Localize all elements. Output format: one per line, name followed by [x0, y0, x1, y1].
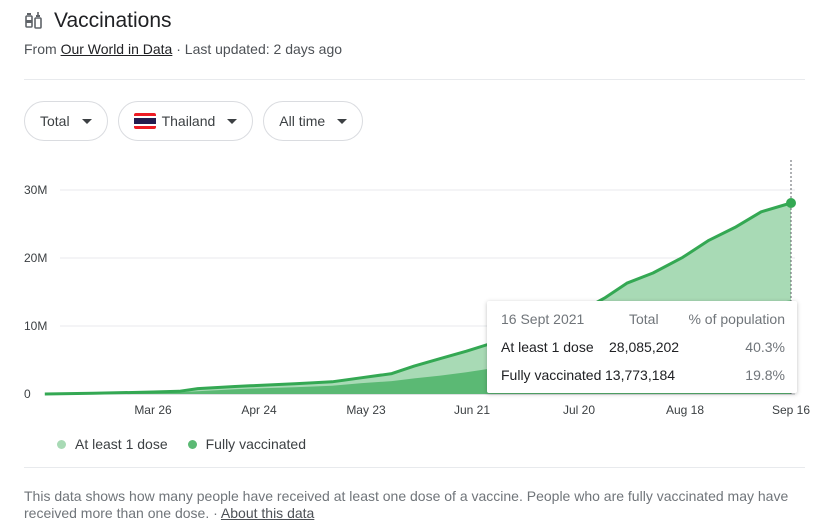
country-dropdown-label: Thailand [161, 113, 216, 129]
vaccine-icon [25, 12, 42, 29]
y-tick-label: 30M [24, 183, 47, 197]
source-link[interactable]: Our World in Data [60, 41, 173, 57]
source-line: From Our World in Data · Last updated: 2… [24, 41, 342, 57]
series-line-at-least-one-dose [44, 201, 792, 396]
x-tick-label: Sep 16 [772, 403, 810, 417]
title-row: Vaccinations [24, 8, 172, 34]
footnote-text: This data shows how many people have rec… [24, 488, 789, 521]
tooltip-row: At least 1 dose 28,085,202 40.3% [501, 339, 785, 359]
range-dropdown[interactable]: All time [263, 101, 364, 141]
metric-dropdown[interactable]: Total [24, 101, 108, 141]
legend-dot-icon [57, 439, 66, 449]
chevron-down-icon [227, 118, 238, 124]
tooltip-col-pct: % of population [688, 311, 785, 327]
header: Vaccinations [24, 8, 172, 34]
footer-divider [24, 467, 805, 468]
x-tick-label: Mar 26 [134, 403, 172, 417]
legend-dot-icon [187, 439, 197, 449]
header-divider [24, 79, 805, 80]
y-tick-label: 10M [24, 319, 47, 333]
tooltip-date: 16 Sept 2021 [501, 311, 585, 327]
y-tick-label: 0 [24, 387, 31, 401]
footnote-separator: · [213, 505, 218, 521]
thailand-flag-icon [133, 113, 156, 129]
tooltip-row-total: 28,085,202 [609, 339, 680, 355]
tooltip-row-pct: 40.3% [745, 339, 785, 355]
country-dropdown[interactable]: Thailand [117, 101, 254, 141]
page-title: Vaccinations [54, 9, 172, 32]
chevron-down-icon [81, 118, 92, 124]
about-data-link[interactable]: About this data [220, 505, 315, 521]
tooltip-row-label: At least 1 dose [501, 339, 594, 355]
tooltip-row-total: 13,773,184 [605, 367, 676, 383]
source-prefix: From [24, 41, 57, 57]
hover-point [786, 198, 796, 209]
footnote: This data shows how many people have rec… [24, 488, 814, 522]
tooltip-row: Fully vaccinated 13,773,184 19.8% [501, 367, 785, 387]
legend-label: Fully vaccinated [205, 436, 307, 452]
last-updated: · Last updated: 2 days ago [176, 41, 343, 57]
filter-bar: Total Thailand All time [24, 101, 364, 141]
y-tick-label: 20M [24, 251, 47, 265]
tooltip-row-pct: 19.8% [745, 367, 785, 383]
tooltip-col-total: Total [629, 311, 659, 327]
chart-tooltip: 16 Sept 2021 Total % of population At le… [487, 301, 797, 393]
x-tick-label: Jun 21 [454, 403, 490, 417]
x-tick-label: Apr 24 [241, 403, 277, 417]
x-tick-label: Aug 18 [666, 403, 704, 417]
metric-dropdown-label: Total [40, 113, 70, 129]
legend-item-fully-vaccinated[interactable]: Fully vaccinated [187, 436, 307, 452]
tooltip-row-label: Fully vaccinated [501, 367, 602, 383]
legend-label: At least 1 dose [75, 436, 168, 452]
range-dropdown-label: All time [279, 113, 326, 129]
legend-item-at-least-one-dose[interactable]: At least 1 dose [57, 436, 168, 452]
x-tick-label: May 23 [346, 403, 386, 417]
chevron-down-icon [337, 118, 348, 124]
tooltip-header: 16 Sept 2021 Total % of population [501, 311, 785, 331]
chart-legend: At least 1 dose Fully vaccinated [57, 436, 326, 452]
x-tick-label: Jul 20 [563, 403, 595, 417]
